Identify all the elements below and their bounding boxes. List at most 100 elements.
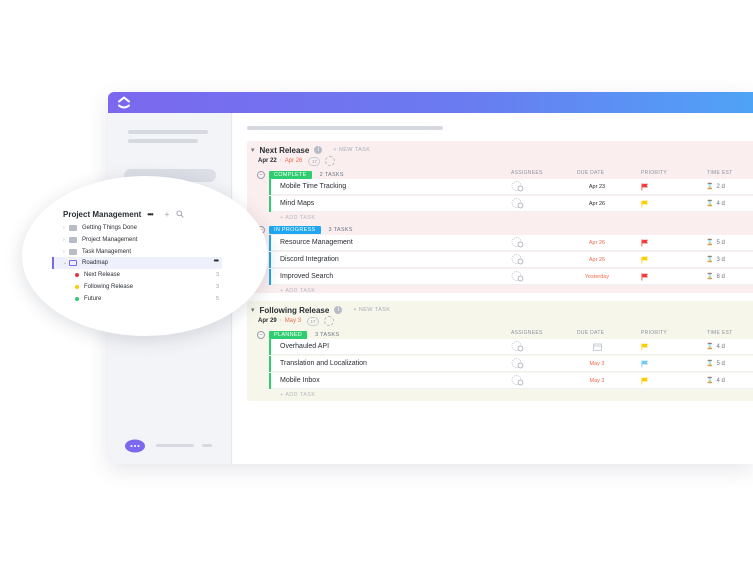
time-estimate[interactable]: ⌛ 3 d <box>706 256 725 264</box>
task-row[interactable]: Mobile Inbox May 3 ⌛ 4 d <box>269 373 753 389</box>
flag-icon[interactable] <box>641 273 649 281</box>
status-bar <box>269 235 271 251</box>
column-priority[interactable]: PRIORITY <box>641 330 668 336</box>
flag-icon[interactable] <box>641 183 649 191</box>
flag-icon[interactable] <box>641 343 649 351</box>
task-name[interactable]: Mobile Inbox <box>280 377 320 384</box>
task-row[interactable]: Mind Maps Apr 26 ⌛ 4 d <box>269 196 753 212</box>
chevron-down-icon[interactable]: ⌄ <box>63 259 68 266</box>
collapse-toggle-icon[interactable]: – <box>257 330 265 339</box>
add-assignee-icon[interactable] <box>511 237 524 248</box>
add-assignee-icon[interactable] <box>511 271 524 282</box>
flag-icon[interactable] <box>641 200 649 208</box>
task-name[interactable]: Mobile Time Tracking <box>280 183 347 190</box>
status-tag[interactable]: IN PROGRESS <box>269 225 321 234</box>
column-due-date[interactable]: DUE DATE <box>577 330 605 336</box>
time-estimate[interactable]: ⌛ 4 d <box>706 377 725 385</box>
chat-icon[interactable] <box>124 439 146 453</box>
chevron-down-icon[interactable]: ▾ <box>251 307 255 314</box>
due-date[interactable]: Apr 23 <box>588 184 606 190</box>
time-estimate[interactable]: ⌛ 5 d <box>706 360 725 368</box>
add-assignee-icon[interactable] <box>511 254 524 265</box>
task-row[interactable]: Improved Search Yesterday ⌛ 8 d <box>269 269 753 285</box>
list-item-future[interactable]: Future 5 <box>75 293 219 304</box>
add-task-button[interactable]: + ADD TASK <box>280 215 316 221</box>
column-time-est[interactable]: TIME EST <box>707 330 733 336</box>
due-date[interactable]: Apr 26 <box>588 240 606 246</box>
column-due-date[interactable]: DUE DATE <box>577 170 605 176</box>
new-task-button[interactable]: + NEW TASK <box>333 147 371 153</box>
flag-icon[interactable] <box>641 256 649 264</box>
status-tag[interactable]: COMPLETE <box>269 170 312 179</box>
add-assignee-icon[interactable] <box>324 316 335 326</box>
column-priority[interactable]: PRIORITY <box>641 170 668 176</box>
chevron-right-icon[interactable]: › <box>63 248 65 255</box>
task-name[interactable]: Translation and Localization <box>280 360 367 367</box>
list-item-following-release[interactable]: Following Release 3 <box>75 281 219 292</box>
due-date[interactable]: Yesterday <box>584 274 610 280</box>
group-header[interactable]: ▾ Next Release i + NEW TASK <box>251 144 370 156</box>
sidebar-placeholder-line <box>128 139 198 143</box>
clickup-logo-icon[interactable] <box>116 95 132 110</box>
column-assignees[interactable]: ASSIGNEES <box>511 330 543 336</box>
due-date[interactable]: May 3 <box>589 361 605 367</box>
sidebar-item-getting-things-done[interactable]: › Getting Things Done <box>63 222 137 233</box>
chevron-right-icon[interactable]: › <box>63 224 65 231</box>
status-tag[interactable]: PLANNED <box>269 330 308 339</box>
time-estimate[interactable]: ⌛ 5 d <box>706 239 725 247</box>
column-time-est[interactable]: TIME EST <box>707 170 733 176</box>
add-task-button[interactable]: + ADD TASK <box>280 288 316 294</box>
folder-icon <box>69 224 77 231</box>
collapse-toggle-icon[interactable]: – <box>257 170 265 179</box>
task-row[interactable]: Translation and Localization May 3 ⌛ 5 d <box>269 356 753 372</box>
flag-icon[interactable] <box>641 360 649 368</box>
add-assignee-icon[interactable] <box>511 181 524 192</box>
flag-icon[interactable] <box>641 377 649 385</box>
info-icon[interactable]: i <box>314 146 323 154</box>
task-row[interactable]: Resource Management Apr 26 ⌛ 5 d <box>269 235 753 251</box>
chevron-right-icon[interactable]: › <box>63 236 65 243</box>
due-date[interactable]: May 3 <box>589 378 605 384</box>
task-row[interactable]: Mobile Time Tracking Apr 23 ⌛ 2 d <box>269 179 753 195</box>
flag-icon[interactable] <box>641 239 649 247</box>
sidebar-item-project-management[interactable]: › Project Management <box>63 234 137 245</box>
task-row[interactable]: Overhauled API ⌛ 4 d <box>269 339 753 355</box>
sidebar-placeholder-line <box>128 130 208 134</box>
add-task-button[interactable]: + ADD TASK <box>280 392 316 398</box>
task-name[interactable]: Mind Maps <box>280 200 315 207</box>
task-name[interactable]: Resource Management <box>280 239 353 246</box>
time-estimate[interactable]: ⌛ 2 d <box>706 183 725 191</box>
add-assignee-icon[interactable] <box>511 341 524 352</box>
group-header[interactable]: ▾ Following Release i + NEW TASK <box>251 304 390 316</box>
space-title[interactable]: Project Management <box>63 209 142 219</box>
hourglass-icon: ⌛ <box>706 184 714 190</box>
time-estimate[interactable]: ⌛ 4 d <box>706 200 725 208</box>
task-name[interactable]: Discord Integration <box>280 256 339 263</box>
new-task-button[interactable]: + NEW TASK <box>353 307 391 313</box>
time-estimate[interactable]: ⌛ 8 d <box>706 273 725 281</box>
chevron-down-icon[interactable]: ▾ <box>251 147 255 154</box>
more-options-icon[interactable]: ••• <box>147 209 153 219</box>
sidebar-item-roadmap[interactable]: ⌄ Roadmap ••• <box>52 257 222 269</box>
search-icon[interactable] <box>176 210 185 218</box>
calendar-icon[interactable] <box>593 343 602 351</box>
task-name[interactable]: Overhauled API <box>280 343 330 350</box>
column-assignees[interactable]: ASSIGNEES <box>511 170 543 176</box>
list-item-next-release[interactable]: Next Release 3 <box>75 269 219 280</box>
more-options-icon[interactable]: ••• <box>213 258 219 265</box>
add-assignee-icon[interactable] <box>511 198 524 209</box>
time-estimate[interactable]: ⌛ 4 d <box>706 343 725 351</box>
add-assignee-icon[interactable] <box>325 156 336 166</box>
due-date[interactable]: Apr 26 <box>588 257 606 263</box>
due-date[interactable]: Apr 26 <box>588 201 606 207</box>
task-name[interactable]: Improved Search <box>280 273 334 280</box>
calendar-badge[interactable]: 17 <box>307 316 320 326</box>
add-icon[interactable]: + <box>164 209 170 219</box>
add-assignee-icon[interactable] <box>511 358 524 369</box>
info-icon[interactable]: i <box>334 306 343 314</box>
task-row[interactable]: Discord Integration Apr 26 ⌛ 3 d <box>269 252 753 268</box>
calendar-badge[interactable]: 17 <box>308 156 321 166</box>
add-assignee-icon[interactable] <box>511 375 524 386</box>
top-bar <box>108 92 753 113</box>
sidebar-item-task-management[interactable]: › Task Management <box>63 246 131 257</box>
